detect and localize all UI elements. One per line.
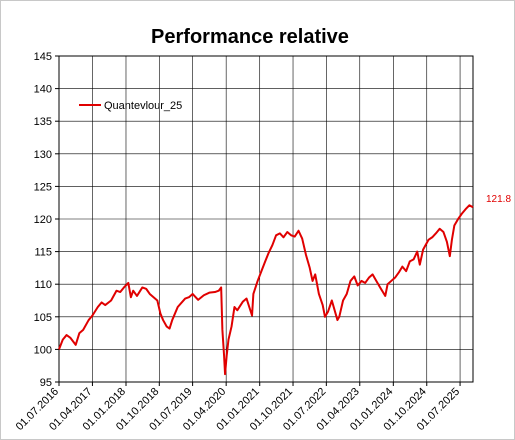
end-value-label: 121.8 <box>486 194 511 205</box>
y-tick-label: 120 <box>34 214 52 226</box>
y-axis: 95 100 105 110 115 120 125 130 135 140 145 <box>34 51 59 389</box>
plot-area <box>58 55 474 383</box>
chart-title: Performance relative <box>151 26 349 48</box>
y-tick-label: 125 <box>34 181 52 193</box>
x-axis: 01.07.201601.04.201701.01.201801.10.2018… <box>14 382 462 433</box>
legend: Quantevlour_25 <box>79 100 182 112</box>
y-tick-label: 140 <box>34 84 52 96</box>
y-tick-label: 110 <box>34 279 52 291</box>
y-tick-label: 115 <box>34 247 52 259</box>
y-tick-label: 145 <box>34 51 52 63</box>
y-tick-label: 105 <box>34 312 52 324</box>
y-tick-label: 95 <box>40 377 52 389</box>
series-line <box>58 204 474 376</box>
y-tick-label: 130 <box>34 149 52 161</box>
y-tick-label: 100 <box>34 344 52 356</box>
series-group <box>58 204 474 376</box>
y-tick-label: 135 <box>34 116 52 128</box>
legend-entry: Quantevlour_25 <box>104 100 182 112</box>
